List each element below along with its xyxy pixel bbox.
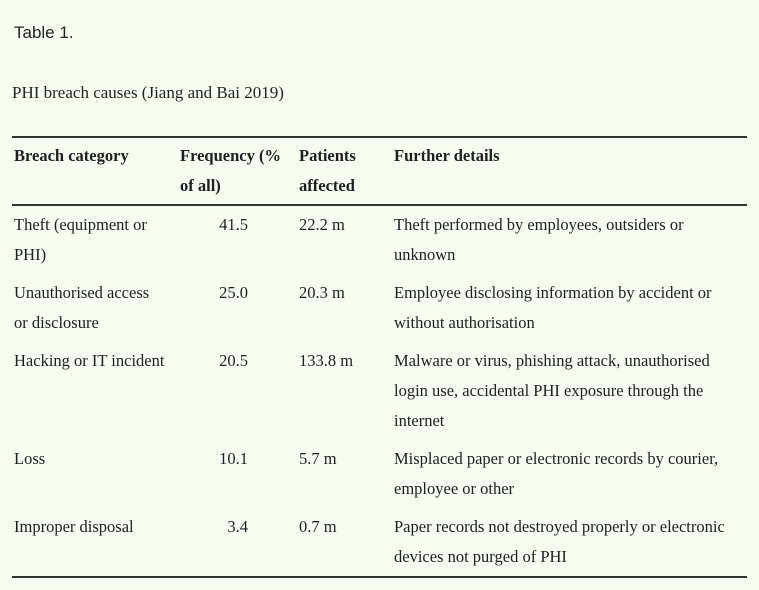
cell-further-details: Misplaced paper or electronic records by… [394,449,719,498]
cell-further-details: Theft performed by employees, outsiders … [394,215,684,264]
table-header-row: Breach category Frequency (% of all) Pat… [12,137,747,206]
cell-patients-affected: 133.8 m [299,351,354,370]
column-header-patients-affected: Patients affected [295,137,390,206]
column-header-frequency: Frequency (% of all) [178,137,295,206]
table-row: Improper disposal 3.4 0.7 m Paper record… [12,508,747,577]
column-header-breach-category: Breach category [12,137,178,206]
column-header-further-details: Further details [390,137,747,206]
cell-patients-affected: 5.7 m [299,449,337,468]
cell-frequency: 41.5 [219,215,248,234]
cell-breach-category: Loss [14,449,46,468]
cell-breach-category: Hacking or IT incident [14,351,165,370]
cell-frequency: 3.4 [227,517,248,536]
cell-breach-category: Improper disposal [14,517,134,536]
cell-further-details: Malware or virus, phishing attack, unaut… [394,351,710,430]
table-row: Unauthorised access or disclosure 25.0 2… [12,274,747,342]
cell-patients-affected: 22.2 m [299,215,345,234]
table-caption: PHI breach causes (Jiang and Bai 2019) [12,83,284,102]
cell-frequency: 25.0 [219,283,248,302]
table-label: Table 1. [14,23,74,42]
cell-frequency: 10.1 [219,449,248,468]
phi-breach-causes-table: Breach category Frequency (% of all) Pat… [12,136,747,578]
cell-patients-affected: 20.3 m [299,283,345,302]
table-body: Theft (equipment or PHI) 41.5 22.2 m The… [12,205,747,577]
cell-further-details: Employee disclosing information by accid… [394,283,712,332]
table-row: Loss 10.1 5.7 m Misplaced paper or elect… [12,440,747,508]
cell-frequency: 20.5 [219,351,248,370]
cell-breach-category: Theft (equipment or PHI) [14,215,147,264]
cell-breach-category: Unauthorised access or disclosure [14,283,150,332]
cell-further-details: Paper records not destroyed properly or … [394,517,725,566]
table-row: Hacking or IT incident 20.5 133.8 m Malw… [12,342,747,440]
cell-patients-affected: 0.7 m [299,517,337,536]
table-row: Theft (equipment or PHI) 41.5 22.2 m The… [12,205,747,274]
